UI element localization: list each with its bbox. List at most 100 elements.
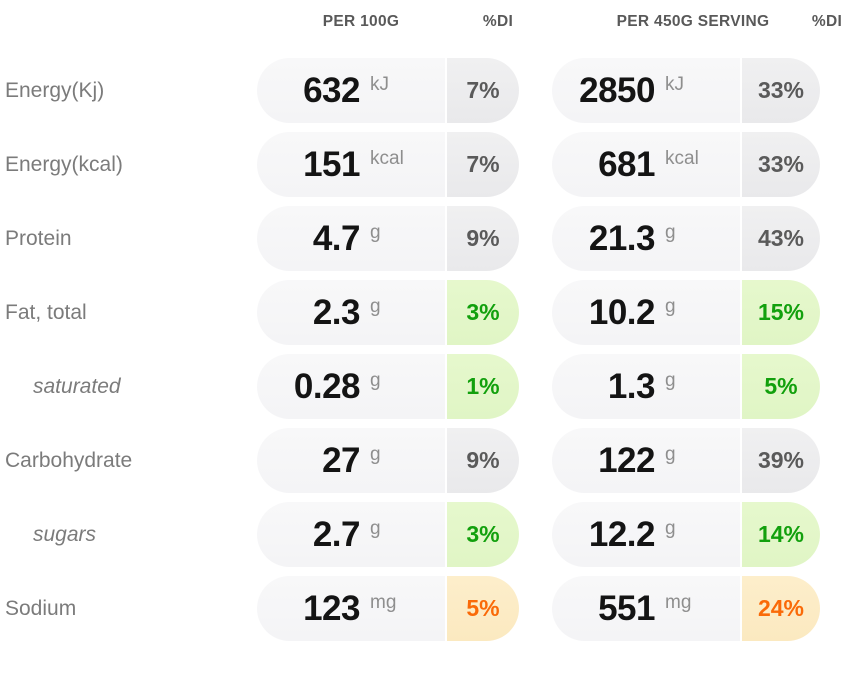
per-serving-unit: g: [665, 369, 676, 391]
per-serving-unit: g: [665, 221, 676, 243]
per-100g-value: 2.3: [312, 292, 361, 332]
per-100g-di-chip: 9%: [447, 428, 519, 493]
per-100g-value-area: 4.7 g: [257, 206, 445, 271]
nutrient-label: saturated: [33, 374, 121, 398]
per-serving-value: 21.3: [588, 218, 656, 258]
per-100g-value: 27: [322, 440, 360, 480]
per-100g-value: 4.7: [312, 218, 361, 258]
nutrient-rows: Energy(Kj) 632 kJ 7% 2850 kJ 33% Energy(…: [0, 58, 856, 650]
per-serving-value-area: 1.3 g: [552, 354, 740, 419]
per-100g-value-area: 632 kJ: [257, 58, 445, 123]
per-100g-value-area: 0.28 g: [257, 354, 445, 419]
nutrient-row-protein: Protein 4.7 g 9% 21.3 g 43%: [0, 206, 856, 271]
nutrient-label: Protein: [5, 226, 72, 250]
per-serving-unit: kJ: [665, 73, 684, 95]
per-100g-pill: 4.7 g 9%: [257, 206, 519, 271]
per-serving-di-chip: 43%: [742, 206, 820, 271]
per-serving-di-chip: 39%: [742, 428, 820, 493]
per-serving-di-chip: 33%: [742, 58, 820, 123]
per-serving-pill: 12.2 g 14%: [552, 502, 820, 567]
per-serving-pill: 1.3 g 5%: [552, 354, 820, 419]
per-100g-value-area: 27 g: [257, 428, 445, 493]
per-serving-value: 1.3: [607, 366, 656, 406]
nutrient-row-saturated: saturated 0.28 g 1% 1.3 g 5%: [0, 354, 856, 419]
nutrient-label: Carbohydrate: [5, 448, 133, 472]
per-100g-pill: 0.28 g 1%: [257, 354, 519, 419]
per-100g-di-chip: 3%: [447, 280, 519, 345]
per-serving-pill: 2850 kJ 33%: [552, 58, 820, 123]
per-100g-pill: 151 kcal 7%: [257, 132, 519, 197]
per-serving-di-chip: 33%: [742, 132, 820, 197]
per-serving-value: 681: [598, 144, 655, 184]
per-100g-unit: g: [370, 369, 381, 391]
per-serving-pill: 21.3 g 43%: [552, 206, 820, 271]
per-serving-value: 551: [598, 588, 655, 628]
per-100g-unit: kcal: [370, 147, 404, 169]
nutrient-label: sugars: [33, 522, 97, 546]
per-100g-value: 2.7: [312, 514, 361, 554]
nutrient-row-sodium: Sodium 123 mg 5% 551 mg 24%: [0, 576, 856, 641]
per-serving-value-area: 12.2 g: [552, 502, 740, 567]
per-serving-value-area: 122 g: [552, 428, 740, 493]
per-serving-unit: g: [665, 443, 676, 465]
per-100g-value: 632: [303, 70, 360, 110]
nutrient-row-energy-kj: Energy(Kj) 632 kJ 7% 2850 kJ 33%: [0, 58, 856, 123]
per-100g-value-area: 151 kcal: [257, 132, 445, 197]
per-serving-value-area: 21.3 g: [552, 206, 740, 271]
per-100g-pill: 123 mg 5%: [257, 576, 519, 641]
per-100g-di-chip: 1%: [447, 354, 519, 419]
per-serving-pill: 551 mg 24%: [552, 576, 820, 641]
nutrient-row-energy-kcal: Energy(kcal) 151 kcal 7% 681 kcal 33%: [0, 132, 856, 197]
per-100g-di-chip: 3%: [447, 502, 519, 567]
nutrient-row-carbohydrate: Carbohydrate 27 g 9% 122 g 39%: [0, 428, 856, 493]
per-serving-di-chip: 24%: [742, 576, 820, 641]
per-serving-unit: kcal: [665, 147, 699, 169]
per-serving-unit: mg: [665, 591, 692, 613]
per-100g-unit: g: [370, 443, 381, 465]
per-100g-value-area: 2.3 g: [257, 280, 445, 345]
per-serving-value: 122: [598, 440, 655, 480]
nutrient-label: Fat, total: [5, 300, 87, 324]
per-100g-pill: 27 g 9%: [257, 428, 519, 493]
per-100g-pill: 2.7 g 3%: [257, 502, 519, 567]
per-100g-unit: kJ: [370, 73, 389, 95]
per-100g-value: 0.28: [293, 366, 361, 406]
per-100g-value-area: 2.7 g: [257, 502, 445, 567]
per-serving-unit: g: [665, 517, 676, 539]
nutrient-label: Sodium: [5, 596, 77, 620]
per-100g-unit: g: [370, 221, 381, 243]
per-serving-pill: 122 g 39%: [552, 428, 820, 493]
column-header-di-per-serving: %DI: [811, 13, 843, 30]
nutrient-label: Energy(kcal): [5, 152, 123, 176]
column-header-di-per-100g: %DI: [482, 13, 514, 30]
per-100g-value-area: 123 mg: [257, 576, 445, 641]
per-100g-unit: g: [370, 517, 381, 539]
per-100g-di-chip: 9%: [447, 206, 519, 271]
per-100g-di-chip: 5%: [447, 576, 519, 641]
per-serving-pill: 681 kcal 33%: [552, 132, 820, 197]
per-100g-value: 123: [303, 588, 360, 628]
per-serving-value: 2850: [579, 70, 655, 110]
per-serving-value: 12.2: [588, 514, 656, 554]
per-serving-di-chip: 14%: [742, 502, 820, 567]
per-serving-di-chip: 5%: [742, 354, 820, 419]
per-100g-value: 151: [303, 144, 360, 184]
column-header-per-serving: PER 450G SERVING: [616, 13, 770, 30]
per-100g-di-chip: 7%: [447, 58, 519, 123]
per-serving-value: 10.2: [588, 292, 656, 332]
nutrient-label: Energy(Kj): [5, 78, 105, 102]
per-serving-value-area: 681 kcal: [552, 132, 740, 197]
per-serving-pill: 10.2 g 15%: [552, 280, 820, 345]
per-serving-value-area: 551 mg: [552, 576, 740, 641]
per-100g-unit: g: [370, 295, 381, 317]
per-100g-di-chip: 7%: [447, 132, 519, 197]
per-100g-pill: 2.3 g 3%: [257, 280, 519, 345]
per-100g-pill: 632 kJ 7%: [257, 58, 519, 123]
per-serving-value-area: 2850 kJ: [552, 58, 740, 123]
nutrient-row-sugars: sugars 2.7 g 3% 12.2 g 14%: [0, 502, 856, 567]
per-serving-di-chip: 15%: [742, 280, 820, 345]
per-serving-value-area: 10.2 g: [552, 280, 740, 345]
per-100g-unit: mg: [370, 591, 397, 613]
column-header-per-100g: PER 100G: [322, 13, 400, 30]
